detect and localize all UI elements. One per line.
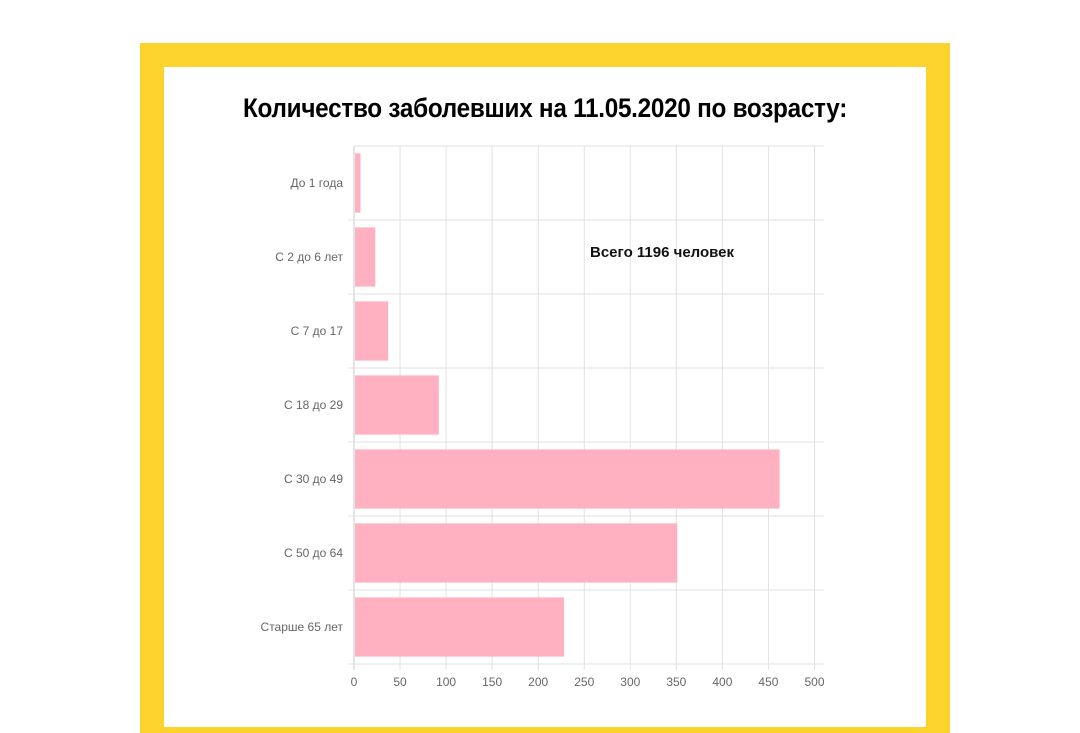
x-tick-label: 150 xyxy=(482,675,502,689)
bar xyxy=(355,301,389,361)
x-tick-label: 350 xyxy=(666,675,686,689)
category-label: До 1 года xyxy=(291,176,344,190)
x-tick-label: 250 xyxy=(574,675,594,689)
total-annotation: Всего 1196 человек xyxy=(590,244,735,261)
category-label: С 30 до 49 xyxy=(284,472,343,486)
category-label: С 18 до 29 xyxy=(284,398,343,412)
label-layer: 0 50 100 150 200 250 300 350 400 450 500 До 1 года С… xyxy=(261,176,825,689)
category-label: С 50 до 64 xyxy=(284,546,343,560)
x-tick-label: 0 xyxy=(351,675,358,689)
x-tick-label: 450 xyxy=(758,675,778,689)
x-tick-label: 300 xyxy=(620,675,640,689)
bar xyxy=(355,153,361,213)
bar-chart: 0 50 100 150 200 250 300 350 400 450 500 До 1 года С… xyxy=(261,145,825,689)
bar xyxy=(355,227,376,287)
bar xyxy=(355,523,678,583)
x-tick-label: 50 xyxy=(393,675,407,689)
bar xyxy=(355,449,780,509)
category-label: С 2 до 6 лет xyxy=(275,250,343,264)
bar xyxy=(355,375,439,435)
bar xyxy=(355,597,565,657)
grid-layer xyxy=(348,145,824,670)
category-label: С 7 до 17 xyxy=(291,324,344,338)
bar-layer xyxy=(355,153,780,657)
x-tick-label: 100 xyxy=(436,675,456,689)
category-label: Старше 65 лет xyxy=(261,620,344,634)
x-tick-label: 200 xyxy=(528,675,548,689)
x-tick-label: 400 xyxy=(712,675,732,689)
chart-title: Количество заболевших на 11.05.2020 по в… xyxy=(242,93,848,123)
x-tick-label: 500 xyxy=(804,675,824,689)
